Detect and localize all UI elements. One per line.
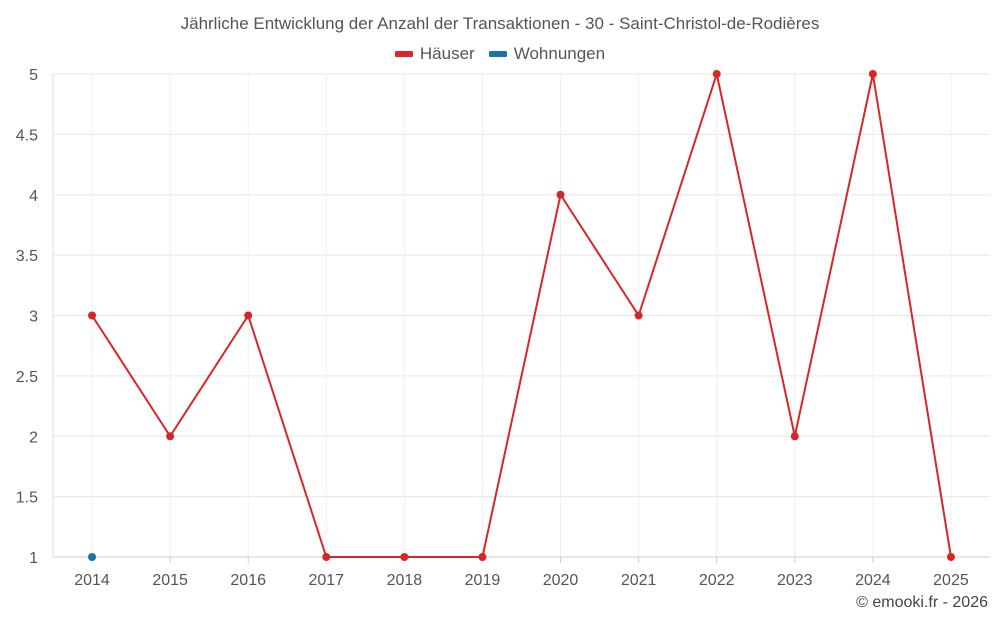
- series-line-haeuser: [91, 73, 952, 558]
- data-point-haeuser: [244, 311, 253, 320]
- data-point-haeuser: [478, 553, 487, 561]
- legend-swatch-wohnungen: [488, 51, 507, 57]
- x-tick-label: 2021: [621, 572, 657, 589]
- data-point-wohnungen: [88, 553, 97, 561]
- x-tick-label: 2020: [543, 572, 579, 589]
- y-tick-label: 1.5: [16, 490, 38, 507]
- chart-title: Jährliche Entwicklung der Anzahl der Tra…: [180, 14, 820, 33]
- legend-item-haeuser[interactable]: Häuser: [394, 44, 475, 64]
- credit-text: © emooki.fr - 2026: [856, 594, 988, 611]
- y-tick-label: 3.5: [16, 248, 38, 265]
- data-point-haeuser: [790, 432, 799, 441]
- x-tick-label: 2025: [933, 572, 969, 589]
- data-point-haeuser: [166, 432, 175, 441]
- x-tick-label: 2018: [387, 572, 423, 589]
- data-point-haeuser: [868, 70, 877, 78]
- data-point-haeuser: [400, 553, 409, 561]
- data-point-haeuser: [712, 70, 721, 78]
- data-point-haeuser: [88, 311, 97, 320]
- legend-label-wohnungen: Wohnungen: [513, 44, 606, 63]
- x-tick-label: 2024: [855, 572, 891, 589]
- legend: Häuser Wohnungen: [0, 44, 1000, 64]
- y-tick-label: 4.5: [16, 127, 38, 144]
- x-tick-label: 2022: [699, 572, 735, 589]
- data-point-haeuser: [946, 553, 955, 561]
- legend-item-wohnungen[interactable]: Wohnungen: [488, 44, 606, 64]
- data-point-haeuser: [556, 190, 565, 199]
- legend-label-haeuser: Häuser: [419, 44, 475, 63]
- x-tick-label: 2014: [74, 572, 110, 589]
- y-tick-label: 3: [29, 309, 38, 326]
- y-tick-label: 1: [29, 550, 38, 567]
- y-tick-label: 5: [29, 67, 38, 84]
- x-tick-label: 2015: [152, 572, 188, 589]
- x-tick-label: 2017: [308, 572, 344, 589]
- data-point-haeuser: [634, 311, 643, 320]
- legend-swatch-haeuser: [394, 51, 413, 57]
- data-point-haeuser: [322, 553, 331, 561]
- y-tick-label: 2.5: [16, 369, 38, 386]
- x-tick-label: 2016: [230, 572, 266, 589]
- y-tick-label: 4: [29, 188, 38, 205]
- y-tick-label: 2: [29, 429, 38, 446]
- x-tick-label: 2023: [777, 572, 813, 589]
- x-tick-label: 2019: [465, 572, 501, 589]
